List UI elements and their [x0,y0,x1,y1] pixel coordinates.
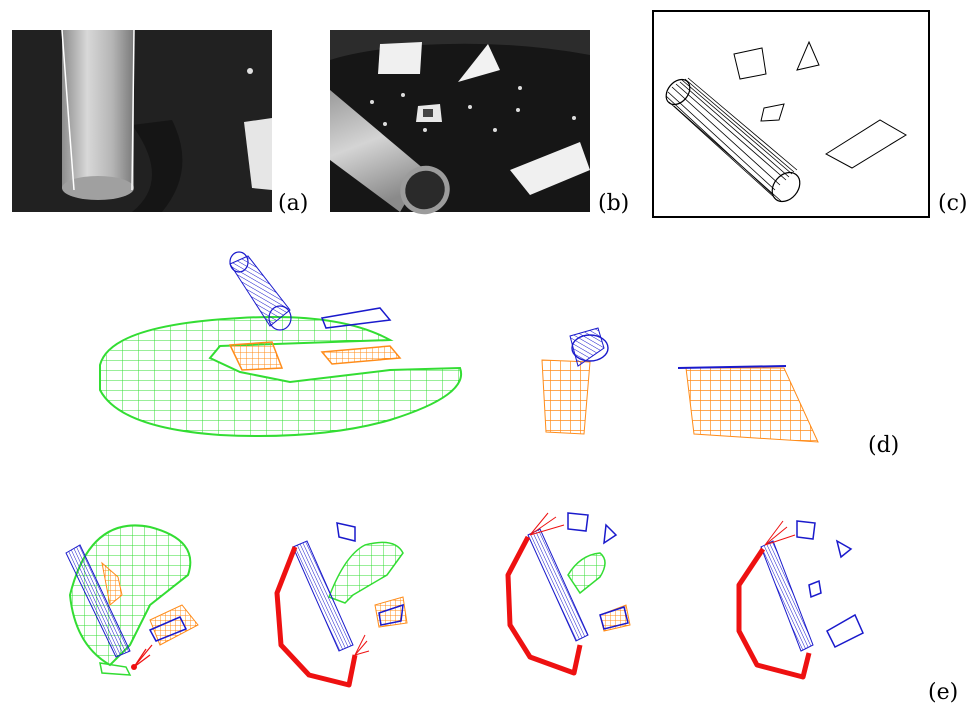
square-plate-c [733,47,767,80]
cylinder-model-d [229,251,292,331]
wireframe-model-c [665,40,907,203]
panel-label-e: (e) [928,680,959,705]
small-plate-c [760,103,785,122]
snapshot-2-e [274,522,408,688]
panel-label-a: (a) [278,191,309,216]
photo-a [12,29,272,212]
snapshot-3-e [505,512,631,676]
triangle-plate-c [796,40,820,71]
plane-model-d [320,307,392,329]
panel-label-b: (b) [598,191,630,216]
photo-b [330,30,590,215]
figure-panel-c [652,10,930,218]
panel-label-d: (d) [868,433,900,458]
object-mesh-d-1 [228,341,284,371]
ground-plane-mesh-d [99,315,463,437]
sequence-snapshots-e [65,512,864,688]
panel-label-c: (c) [938,191,968,216]
figure-panel-b [330,30,590,215]
snapshot-4-e [736,520,864,680]
figure-panel-a [12,29,272,212]
plane-side-view-d [677,365,819,443]
paper-sheet-c [825,119,907,169]
object-mesh-d-2 [320,345,402,365]
reconstruction-3d-view-d [99,251,819,443]
figure-panel-d [90,250,830,450]
cylinder-side-view-d [541,327,609,435]
figure-panel-e [60,505,900,705]
cylinder-wireframe-c [665,77,801,203]
snapshot-1-e [65,524,199,676]
